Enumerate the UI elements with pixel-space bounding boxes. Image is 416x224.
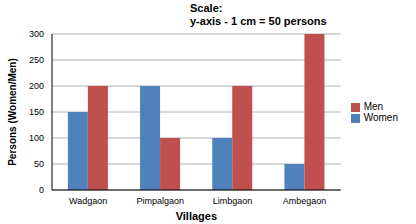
svg-text:Limbgaon: Limbgaon — [213, 196, 253, 206]
svg-text:50: 50 — [34, 159, 44, 169]
svg-text:250: 250 — [29, 55, 44, 65]
svg-text:100: 100 — [29, 133, 44, 143]
html-text:Men: Men — [363, 101, 384, 112]
html-text:y-axis - 1 cm = 50 persons: y-axis - 1 cm = 50 persons — [190, 15, 327, 27]
svg-text:Wadgaon: Wadgaon — [69, 196, 107, 206]
svg-text:Pimpalgaon: Pimpalgaon — [137, 196, 185, 206]
svg-text:150: 150 — [29, 107, 44, 117]
html-text:Scale:: Scale: — [190, 2, 223, 14]
svg-text:Persons (Women/Men): Persons (Women/Men) — [8, 58, 18, 166]
svg-text:200: 200 — [29, 81, 44, 91]
svg-text:0: 0 — [39, 185, 44, 195]
svg-text:Ambegaon: Ambegaon — [283, 196, 327, 206]
svg-text:300: 300 — [29, 29, 44, 39]
svg-text:Villages: Villages — [176, 210, 217, 222]
html-text:Women: Women — [363, 112, 398, 123]
